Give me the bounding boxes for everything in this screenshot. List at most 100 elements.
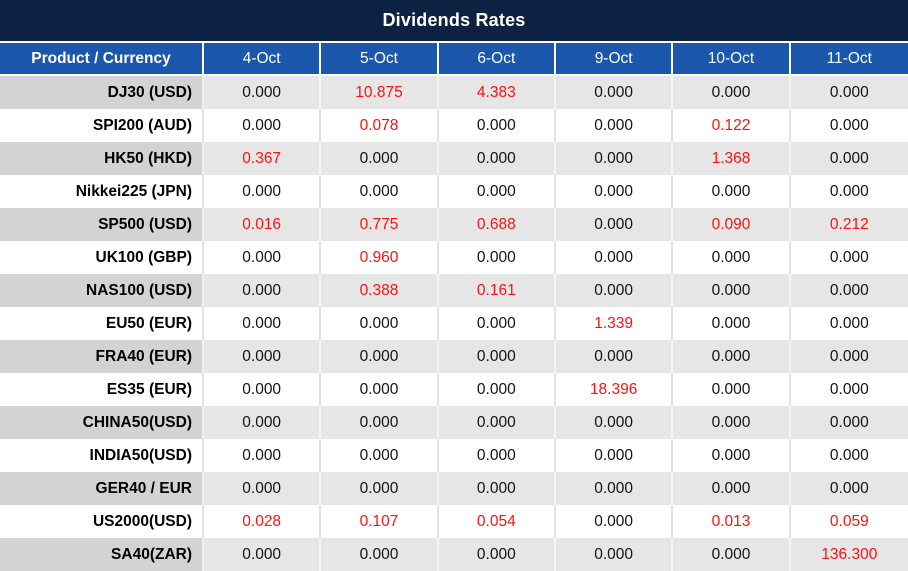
dividend-value-cell: 0.000 bbox=[555, 406, 674, 439]
dividend-value-cell: 0.000 bbox=[555, 472, 674, 505]
dividend-value-cell: 0.000 bbox=[204, 406, 322, 439]
dividend-value-cell: 0.000 bbox=[790, 241, 908, 274]
column-header-date: 4-Oct bbox=[204, 43, 322, 76]
dividend-value-cell: 0.960 bbox=[321, 241, 439, 274]
dividend-value-cell: 0.059 bbox=[790, 505, 908, 538]
product-label: US2000(USD) bbox=[0, 505, 204, 538]
dividend-value-cell: 0.000 bbox=[321, 406, 439, 439]
product-label: INDIA50(USD) bbox=[0, 439, 204, 472]
product-label: GER40 / EUR bbox=[0, 472, 204, 505]
dividend-value-cell: 0.161 bbox=[438, 274, 556, 307]
dividend-value-cell: 0.000 bbox=[673, 406, 791, 439]
dividend-value-cell: 0.000 bbox=[438, 307, 556, 340]
column-header-product: Product / Currency bbox=[0, 43, 204, 76]
dividend-value-cell: 0.000 bbox=[555, 241, 674, 274]
table-row: UK100 (GBP) 0.000 0.960 0.000 0.000 0.000 0.00… bbox=[0, 241, 908, 274]
dividend-value-cell: 0.000 bbox=[673, 538, 791, 571]
product-label: EU50 (EUR) bbox=[0, 307, 204, 340]
dividend-value-cell: 0.388 bbox=[321, 274, 439, 307]
dividend-value-cell: 0.212 bbox=[790, 208, 908, 241]
product-label: UK100 (GBP) bbox=[0, 241, 204, 274]
column-header-date: 6-Oct bbox=[438, 43, 556, 76]
table-row: SP500 (USD) 0.016 0.775 0.688 0.000 0.090 0.21… bbox=[0, 208, 908, 241]
dividend-value-cell: 0.000 bbox=[321, 472, 439, 505]
dividend-value-cell: 0.000 bbox=[555, 142, 674, 175]
dividend-value-cell: 0.000 bbox=[790, 274, 908, 307]
dividend-value-cell: 0.000 bbox=[555, 76, 674, 109]
column-header-date: 11-Oct bbox=[790, 43, 908, 76]
dividend-value-cell: 0.000 bbox=[555, 109, 674, 142]
dividend-value-cell: 0.000 bbox=[204, 175, 322, 208]
dividend-value-cell: 0.000 bbox=[204, 307, 322, 340]
dividend-value-cell: 18.396 bbox=[555, 373, 674, 406]
dividend-value-cell: 0.000 bbox=[673, 340, 791, 373]
dividend-value-cell: 0.000 bbox=[555, 274, 674, 307]
dividend-value-cell: 0.000 bbox=[204, 274, 322, 307]
dividend-value-cell: 0.000 bbox=[555, 208, 674, 241]
table-row: US2000(USD) 0.028 0.107 0.054 0.000 0.013 0.05… bbox=[0, 505, 908, 538]
dividend-value-cell: 0.000 bbox=[673, 373, 791, 406]
dividend-value-cell: 0.000 bbox=[438, 340, 556, 373]
dividend-value-cell: 0.000 bbox=[204, 538, 322, 571]
table-row: ES35 (EUR) 0.000 0.000 0.000 18.396 0.000 0.00… bbox=[0, 373, 908, 406]
table-header-row: Product / Currency 4-Oct 5-Oct 6-Oct 9-Oct 10… bbox=[0, 43, 908, 76]
dividend-value-cell: 0.000 bbox=[555, 505, 674, 538]
dividend-value-cell: 0.000 bbox=[555, 538, 674, 571]
dividend-value-cell: 0.000 bbox=[438, 241, 556, 274]
dividend-value-cell: 0.000 bbox=[321, 142, 439, 175]
dividend-value-cell: 0.000 bbox=[438, 109, 556, 142]
table-row: HK50 (HKD) 0.367 0.000 0.000 0.000 1.368 0.000 bbox=[0, 142, 908, 175]
dividend-value-cell: 0.000 bbox=[790, 373, 908, 406]
dividend-value-cell: 0.000 bbox=[673, 307, 791, 340]
dividend-value-cell: 0.000 bbox=[790, 307, 908, 340]
table-row: EU50 (EUR) 0.000 0.000 0.000 1.339 0.000 0.000 bbox=[0, 307, 908, 340]
dividend-value-cell: 0.000 bbox=[790, 109, 908, 142]
column-header-date: 5-Oct bbox=[321, 43, 439, 76]
dividend-value-cell: 0.688 bbox=[438, 208, 556, 241]
product-label: CHINA50(USD) bbox=[0, 406, 204, 439]
dividend-value-cell: 0.000 bbox=[321, 439, 439, 472]
product-label: ES35 (EUR) bbox=[0, 373, 204, 406]
product-label: SA40(ZAR) bbox=[0, 538, 204, 571]
title-bar: Dividends Rates bbox=[0, 0, 908, 43]
dividend-value-cell: 0.000 bbox=[438, 175, 556, 208]
dividend-value-cell: 1.368 bbox=[673, 142, 791, 175]
dividend-value-cell: 0.000 bbox=[790, 142, 908, 175]
dividend-value-cell: 0.000 bbox=[204, 373, 322, 406]
dividend-value-cell: 0.000 bbox=[321, 340, 439, 373]
dividend-value-cell: 0.000 bbox=[673, 439, 791, 472]
column-header-date: 9-Oct bbox=[555, 43, 674, 76]
dividend-value-cell: 0.000 bbox=[438, 439, 556, 472]
dividend-value-cell: 0.000 bbox=[321, 175, 439, 208]
dividend-value-cell: 0.000 bbox=[673, 241, 791, 274]
dividend-value-cell: 0.054 bbox=[438, 505, 556, 538]
table-row: DJ30 (USD) 0.000 10.875 4.383 0.000 0.000 0.00… bbox=[0, 76, 908, 109]
table-row: FRA40 (EUR) 0.000 0.000 0.000 0.000 0.000 0.00… bbox=[0, 340, 908, 373]
table-row: SA40(ZAR) 0.000 0.000 0.000 0.000 0.000 136.30… bbox=[0, 538, 908, 571]
page-title: Dividends Rates bbox=[382, 10, 526, 30]
dividend-value-cell: 0.000 bbox=[673, 274, 791, 307]
dividend-value-cell: 0.775 bbox=[321, 208, 439, 241]
product-label: SPI200 (AUD) bbox=[0, 109, 204, 142]
dividend-value-cell: 0.078 bbox=[321, 109, 439, 142]
dividend-value-cell: 0.000 bbox=[555, 175, 674, 208]
dividend-value-cell: 0.000 bbox=[204, 109, 322, 142]
dividend-value-cell: 0.016 bbox=[204, 208, 322, 241]
dividend-value-cell: 0.000 bbox=[204, 241, 322, 274]
dividend-value-cell: 4.383 bbox=[438, 76, 556, 109]
product-label: NAS100 (USD) bbox=[0, 274, 204, 307]
dividend-value-cell: 0.000 bbox=[438, 472, 556, 505]
dividend-value-cell: 0.367 bbox=[204, 142, 322, 175]
table-row: CHINA50(USD) 0.000 0.000 0.000 0.000 0.000 0.0… bbox=[0, 406, 908, 439]
dividend-value-cell: 0.000 bbox=[321, 538, 439, 571]
product-label: DJ30 (USD) bbox=[0, 76, 204, 109]
dividend-value-cell: 0.000 bbox=[204, 472, 322, 505]
dividend-value-cell: 0.013 bbox=[673, 505, 791, 538]
dividend-value-cell: 0.000 bbox=[673, 76, 791, 109]
table-row: INDIA50(USD) 0.000 0.000 0.000 0.000 0.000 0.0… bbox=[0, 439, 908, 472]
dividend-value-cell: 0.000 bbox=[790, 439, 908, 472]
dividends-table: Product / Currency 4-Oct 5-Oct 6-Oct 9-Oct 10… bbox=[0, 43, 908, 571]
dividend-value-cell: 0.000 bbox=[438, 373, 556, 406]
dividend-value-cell: 0.000 bbox=[673, 175, 791, 208]
